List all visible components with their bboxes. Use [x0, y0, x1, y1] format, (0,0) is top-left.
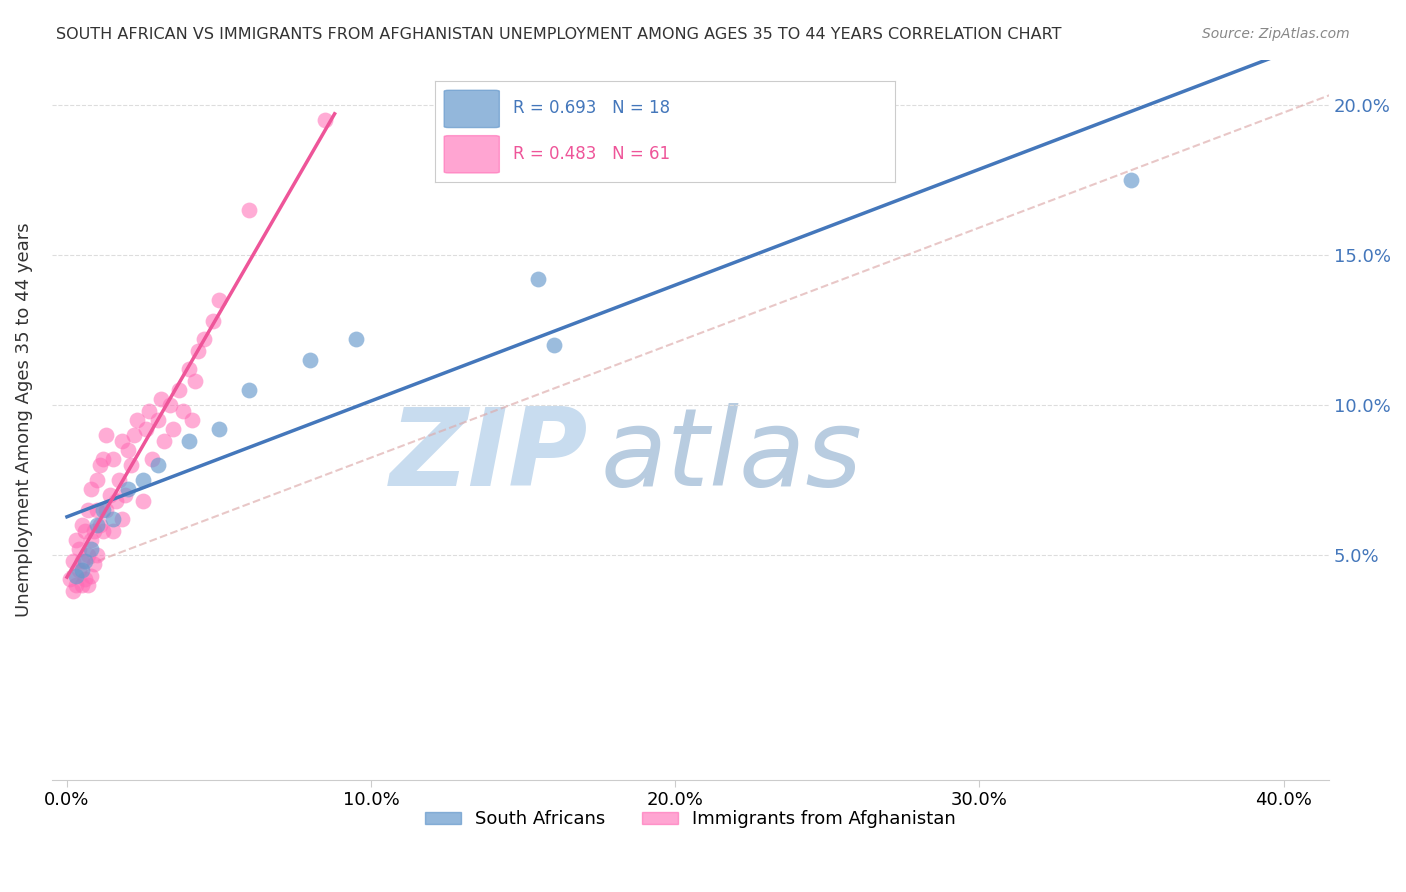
Point — [77, 548, 100, 562]
Point — [101, 511, 124, 525]
Point — [111, 434, 134, 448]
Point — [62, 583, 84, 598]
Point — [101, 524, 124, 538]
Point — [132, 493, 155, 508]
Point — [111, 511, 134, 525]
Point — [543, 337, 565, 351]
Point — [67, 563, 90, 577]
Point — [238, 383, 260, 397]
Point — [141, 451, 163, 466]
Text: ZIP: ZIP — [389, 402, 588, 508]
Point — [148, 458, 170, 472]
Point — [150, 392, 173, 406]
Point — [96, 502, 118, 516]
Text: Source: ZipAtlas.com: Source: ZipAtlas.com — [1202, 27, 1350, 41]
Point — [80, 568, 103, 582]
Point — [93, 524, 115, 538]
Point — [117, 482, 139, 496]
Point — [75, 553, 97, 567]
Point — [80, 533, 103, 547]
Point — [1121, 172, 1143, 186]
Point — [177, 434, 200, 448]
Point — [169, 383, 191, 397]
Point — [86, 473, 108, 487]
Point — [177, 361, 200, 376]
Point — [344, 332, 367, 346]
Point — [70, 563, 93, 577]
Point — [70, 577, 93, 591]
Point — [75, 572, 97, 586]
Point — [299, 352, 322, 367]
Point — [86, 548, 108, 562]
Point — [80, 482, 103, 496]
Point — [187, 343, 209, 358]
Point — [70, 553, 93, 567]
Point — [193, 332, 215, 346]
Point — [104, 493, 127, 508]
Point — [238, 202, 260, 217]
Point — [120, 458, 142, 472]
Point — [132, 473, 155, 487]
Point — [77, 577, 100, 591]
Point — [122, 427, 145, 442]
Point — [75, 524, 97, 538]
Point — [314, 112, 336, 127]
Point — [96, 427, 118, 442]
Point — [527, 271, 550, 285]
Point — [83, 524, 105, 538]
Point — [67, 541, 90, 556]
Point — [101, 451, 124, 466]
Point — [93, 502, 115, 516]
Point — [65, 568, 87, 582]
Point — [93, 451, 115, 466]
Point — [89, 458, 111, 472]
Point — [138, 403, 160, 417]
Point — [114, 487, 136, 501]
Point — [201, 313, 224, 327]
Point — [208, 293, 231, 307]
Point — [159, 398, 181, 412]
Point — [86, 502, 108, 516]
Point — [180, 412, 202, 426]
Point — [162, 422, 184, 436]
Point — [62, 553, 84, 567]
Point — [148, 412, 170, 426]
Point — [65, 533, 87, 547]
Point — [172, 403, 194, 417]
Point — [117, 442, 139, 457]
Point — [86, 517, 108, 532]
Point — [59, 572, 82, 586]
Point — [208, 422, 231, 436]
Point — [65, 577, 87, 591]
Point — [98, 487, 121, 501]
Point — [70, 517, 93, 532]
Point — [183, 374, 205, 388]
Point — [125, 412, 148, 426]
Point — [83, 557, 105, 571]
Point — [153, 434, 176, 448]
Legend: South Africans, Immigrants from Afghanistan: South Africans, Immigrants from Afghanis… — [418, 803, 963, 836]
Point — [135, 422, 157, 436]
Point — [80, 541, 103, 556]
Point — [107, 473, 129, 487]
Text: SOUTH AFRICAN VS IMMIGRANTS FROM AFGHANISTAN UNEMPLOYMENT AMONG AGES 35 TO 44 YE: SOUTH AFRICAN VS IMMIGRANTS FROM AFGHANI… — [56, 27, 1062, 42]
Point — [89, 517, 111, 532]
Point — [77, 502, 100, 516]
Y-axis label: Unemployment Among Ages 35 to 44 years: Unemployment Among Ages 35 to 44 years — [15, 222, 32, 617]
Text: atlas: atlas — [600, 403, 863, 508]
